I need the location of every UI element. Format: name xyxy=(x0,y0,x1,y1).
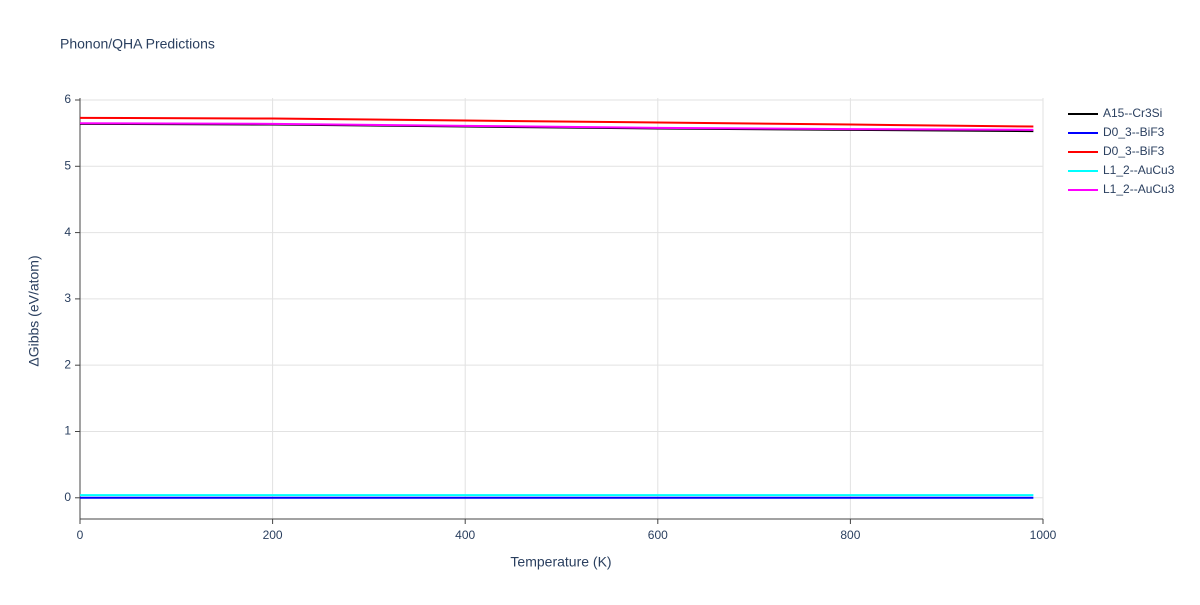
x-tick-label: 200 xyxy=(263,528,283,542)
legend-label: L1_2--AuCu3 xyxy=(1103,163,1175,177)
x-tick-label: 600 xyxy=(648,528,668,542)
x-tick-label: 1000 xyxy=(1030,528,1057,542)
y-tick-label: 0 xyxy=(64,490,71,504)
y-tick-label: 5 xyxy=(64,158,71,172)
x-tick-label: 0 xyxy=(77,528,84,542)
y-tick-label: 6 xyxy=(64,92,71,106)
chart-title: Phonon/QHA Predictions xyxy=(60,36,215,52)
x-axis-title: Temperature (K) xyxy=(510,554,611,570)
y-axis-title: ΔGibbs (eV/atom) xyxy=(26,255,42,366)
y-tick-label: 3 xyxy=(64,291,71,305)
legend-label: D0_3--BiF3 xyxy=(1103,125,1165,139)
y-tick-label: 4 xyxy=(64,225,71,239)
legend-label: D0_3--BiF3 xyxy=(1103,144,1165,158)
y-tick-label: 2 xyxy=(64,357,71,371)
x-tick-label: 800 xyxy=(840,528,860,542)
legend-label: L1_2--AuCu3 xyxy=(1103,182,1175,196)
data-line xyxy=(79,116,1034,128)
legend-label: A15--Cr3Si xyxy=(1103,106,1162,120)
x-tick-label: 400 xyxy=(455,528,475,542)
y-tick-label: 1 xyxy=(64,424,71,438)
data-line xyxy=(79,122,1034,131)
